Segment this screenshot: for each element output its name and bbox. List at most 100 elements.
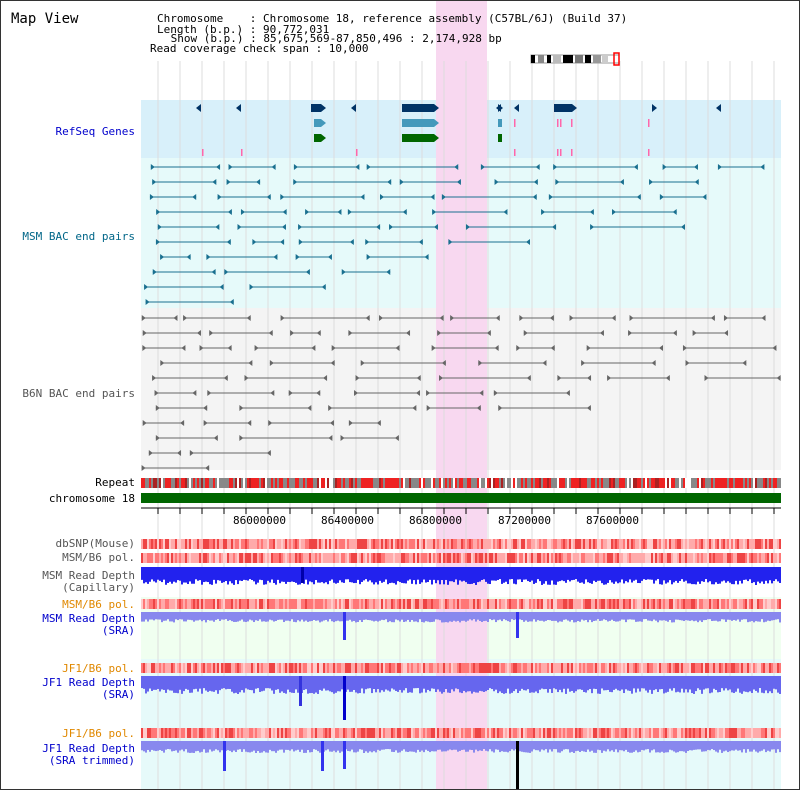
- msm-b6-pol-heat: [263, 553, 265, 563]
- jf1-b6-pol-heat: [153, 663, 155, 673]
- jf1-trimmed-depth: [717, 741, 719, 753]
- b6n-bac-pair-end: [247, 420, 252, 426]
- dbsnp-heat: [421, 539, 423, 549]
- jf1-trimmed-depth: [405, 741, 407, 752]
- jf1-b6-pol2-heat: [529, 728, 531, 738]
- jf1-b6-pol2-heat: [219, 728, 221, 738]
- refseq-gene-arrow: [351, 104, 356, 112]
- track-label-jf1-depth-trimmed[interactable]: JF1 Read Depth: [42, 742, 135, 755]
- dbsnp-heat: [307, 539, 309, 549]
- b6n-bac-pair-end: [450, 315, 455, 321]
- track-label-repeat[interactable]: Repeat: [95, 476, 135, 489]
- msm-sra-depth: [521, 612, 523, 621]
- msm-b6-pol-heat: [479, 553, 481, 563]
- dbsnp-heat: [771, 539, 773, 549]
- dbsnp-heat: [305, 539, 307, 549]
- dbsnp-heat: [615, 539, 617, 549]
- msm-sra-depth: [489, 612, 491, 620]
- msm-capillary-depth: [747, 567, 749, 582]
- jf1-trimmed-depth: [193, 741, 195, 753]
- jf1-sra-depth: [673, 676, 675, 689]
- track-label-msm-b6-pol-2[interactable]: MSM/B6 pol.: [62, 598, 135, 611]
- repeat-block: [701, 478, 703, 488]
- track-label-jf1-depth-sra[interactable]: JF1 Read Depth: [42, 676, 135, 689]
- b6n-bac-pair-end: [203, 420, 208, 426]
- jf1-b6-pol-heat: [399, 663, 401, 673]
- jf1-b6-pol-heat: [505, 663, 507, 673]
- msm-b6-pol-heat: [241, 553, 243, 563]
- jf1-b6-pol-heat: [561, 663, 563, 673]
- msm-b6-pol-heat: [591, 553, 593, 563]
- jf1-b6-pol-heat: [523, 663, 525, 673]
- jf1-b6-pol-heat: [389, 663, 391, 673]
- jf1-trimmed-depth: [351, 741, 353, 750]
- msm-sra-depth: [519, 612, 521, 620]
- jf1-b6-pol-heat: [163, 663, 165, 673]
- repeat-block: [241, 478, 243, 488]
- jf1-b6-pol-heat: [539, 663, 541, 673]
- jf1-trimmed-depth: [571, 741, 573, 752]
- track-label-jf1-b6-pol[interactable]: JF1/B6 pol.: [62, 662, 135, 675]
- msm-b6-pol-heat: [519, 553, 521, 563]
- dbsnp-heat: [729, 539, 731, 549]
- repeat-block: [579, 478, 581, 488]
- jf1-trimmed-depth: [667, 741, 669, 753]
- msm-bac-pair-end: [432, 209, 437, 215]
- msm-sra-depth: [273, 612, 275, 622]
- track-label-msm-depth-capillary[interactable]: MSM Read Depth: [42, 569, 135, 582]
- dbsnp-heat: [355, 539, 357, 549]
- msm-b6-pol-heat: [455, 553, 457, 563]
- repeat-block: [453, 478, 455, 488]
- msm-b6-pol-heat: [325, 553, 327, 563]
- msm-capillary-depth: [175, 567, 177, 583]
- jf1-b6-pol-heat: [221, 663, 223, 673]
- msm-sra-depth: [471, 612, 473, 621]
- dbsnp-heat: [449, 539, 451, 549]
- dbsnp-heat: [475, 539, 477, 549]
- jf1-trimmed-depth: [649, 741, 651, 753]
- msm-capillary-depth: [575, 567, 577, 580]
- jf1-sra-depth: [213, 676, 215, 692]
- jf1-b6-pol2-heat: [469, 728, 471, 738]
- jf1-b6-pol2-heat: [649, 728, 651, 738]
- jf1-trimmed-depth: [491, 741, 493, 752]
- msm-b6-pol-heat: [753, 553, 755, 563]
- jf1-b6-pol-heat: [403, 663, 405, 673]
- jf1-trimmed-depth: [637, 741, 639, 753]
- msm-capillary-depth: [201, 567, 203, 585]
- track-label-dbsnp[interactable]: dbSNP(Mouse): [55, 537, 135, 550]
- msm-bac-pair-end: [337, 209, 342, 215]
- track-label-jf1-b6-pol-2[interactable]: JF1/B6 pol.: [62, 727, 135, 740]
- dbsnp-heat: [587, 539, 589, 549]
- dbsnp-heat: [695, 539, 697, 549]
- track-label-msm-b6-pol[interactable]: MSM/B6 pol.: [62, 551, 135, 564]
- msm-b6-pol-heat: [531, 553, 533, 563]
- msm-sra-depth: [403, 612, 405, 622]
- track-label-refseq[interactable]: RefSeq Genes: [55, 125, 135, 138]
- track-label-msm-bac[interactable]: MSM BAC end pairs: [22, 230, 135, 243]
- track-label-msm-depth-sra[interactable]: MSM Read Depth: [42, 612, 135, 625]
- jf1-trimmed-depth: [623, 741, 625, 752]
- msm-b6-pol2-heat: [363, 599, 365, 609]
- repeat-block: [391, 478, 393, 488]
- dbsnp-heat: [251, 539, 253, 549]
- repeat-block: [249, 478, 251, 488]
- b6n-bac-pair-end: [426, 390, 431, 396]
- repeat-block: [455, 478, 457, 488]
- msm-b6-pol2-heat: [429, 599, 431, 609]
- msm-b6-pol2-heat: [195, 599, 197, 609]
- jf1-sra-depth: [381, 676, 383, 691]
- jf1-trimmed-depth: [291, 741, 293, 750]
- b6n-bac-pair-end: [438, 375, 443, 381]
- jf1-sra-depth: [587, 676, 589, 691]
- msm-b6-pol2-heat: [397, 599, 399, 609]
- repeat-block: [729, 478, 731, 488]
- track-label-b6n-bac[interactable]: B6N BAC end pairs: [22, 387, 135, 400]
- repeat-block: [257, 478, 259, 488]
- msm-b6-pol-heat: [703, 553, 705, 563]
- dbsnp-heat: [267, 539, 269, 549]
- msm-bac-pair-end: [226, 179, 231, 185]
- msm-b6-pol2-heat: [411, 599, 413, 609]
- jf1-b6-pol2-heat: [737, 728, 739, 738]
